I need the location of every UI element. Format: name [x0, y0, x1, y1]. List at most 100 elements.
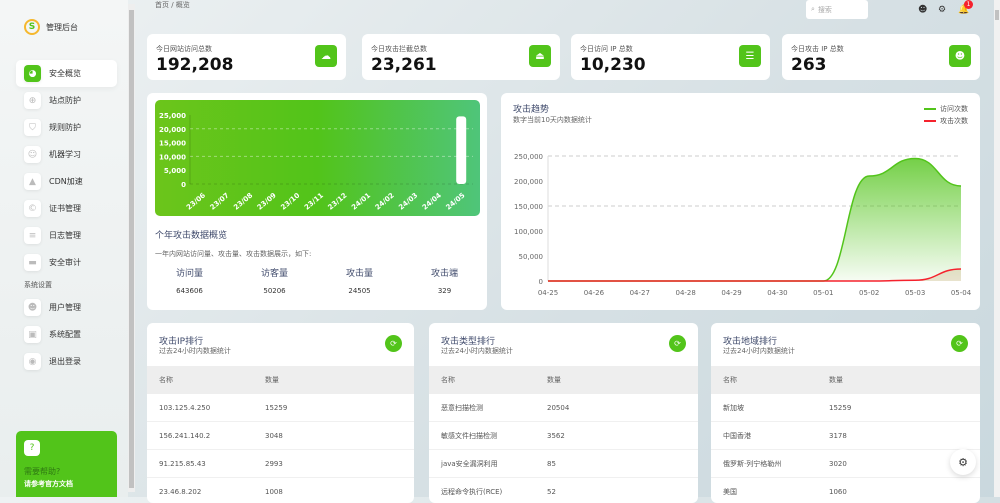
sidebar-nav: ◕ 安全概览 ⊕ 站点防护 ⛉ 规则防护 ☺ 机器学习 ▲ CDN加速 © 证书管理 ≡ 日志管理 ▬ 安全审… — [16, 60, 117, 375]
help-icon: ? — [24, 440, 40, 456]
sidebar-item-label: 日志管理 — [49, 231, 81, 240]
sidebar-item[interactable]: ▲ CDN加速 — [16, 168, 117, 195]
metric-value: 643606 — [176, 287, 203, 295]
sidebar-item[interactable]: ☻ 用户管理 — [16, 294, 117, 321]
stat-card: 今日访问 IP 总数 10,230 ☰ — [571, 34, 770, 80]
x-tick-label: 04-29 — [721, 289, 741, 297]
cloud-icon: ☁ — [315, 45, 337, 67]
sidebar-item[interactable]: ▬ 安全审计 — [16, 249, 117, 276]
x-tick-label: 23/06 — [185, 191, 207, 211]
legend-item[interactable]: 访问次数 — [924, 103, 968, 115]
x-tick-label: 23/07 — [209, 191, 231, 211]
x-tick-label: 04-26 — [584, 289, 605, 297]
gear-icon[interactable]: ⚙ — [938, 5, 947, 15]
legend-label: 访问次数 — [940, 105, 968, 113]
row-count: 15259 — [829, 403, 852, 412]
lock-icon: ⏏ — [529, 45, 551, 67]
table-row: 恶意扫描检测 20504 — [429, 394, 698, 422]
page-scrollbar[interactable] — [994, 0, 1000, 497]
x-tick-label: 05-03 — [905, 289, 925, 297]
rocket-icon: ▲ — [24, 173, 41, 190]
column-header: 数量 — [265, 376, 279, 384]
table-row: 俄罗斯·列宁格勒州 3020 — [711, 450, 980, 478]
legend-item[interactable]: 攻击次数 — [924, 115, 968, 127]
help-card[interactable]: ? 需要帮助? 请参考官方文档 — [16, 431, 117, 497]
sidebar-item[interactable]: ⛉ 规则防护 — [16, 114, 117, 141]
sidebar-item[interactable]: © 证书管理 — [16, 195, 117, 222]
summary-metric: 攻击量 24505 — [317, 266, 402, 295]
logout-icon: ◉ — [24, 353, 41, 370]
y-tick-label: 150,000 — [514, 203, 543, 211]
row-count: 2993 — [265, 459, 283, 468]
row-name: 103.125.4.250 — [159, 403, 211, 412]
bell-icon[interactable]: 🔔 — [958, 5, 970, 15]
sidebar-item[interactable]: ◉ 退出登录 — [16, 348, 117, 375]
row-name: 91.215.85.43 — [159, 459, 206, 468]
y-tick-label: 100,000 — [514, 228, 543, 236]
x-tick-label: 23/08 — [232, 191, 254, 211]
table-row: 156.241.140.2 3048 — [147, 422, 414, 450]
bar — [456, 116, 467, 184]
row-count: 1060 — [829, 487, 847, 496]
search-input[interactable]: ⌕ 搜索 — [806, 0, 868, 19]
sidebar-item-label: 机器学习 — [49, 150, 81, 159]
row-count: 52 — [547, 487, 556, 496]
user-list-icon: ☰ — [739, 45, 761, 67]
database-icon: ≡ — [24, 227, 41, 244]
row-count: 3020 — [829, 459, 847, 468]
table-row: java安全漏洞利用 85 — [429, 450, 698, 478]
help-link[interactable]: 请参考官方文档 — [24, 480, 73, 488]
table-row: 美国 1060 — [711, 478, 980, 503]
row-count: 20504 — [547, 403, 570, 412]
refresh-button[interactable]: ⟳ — [385, 335, 402, 352]
y-tick-label: 5,000 — [164, 167, 186, 175]
row-name: 新加坡 — [723, 403, 744, 412]
sidebar-item-label: 站点防护 — [49, 96, 81, 105]
x-tick-label: 23/11 — [303, 191, 325, 211]
ranking-subtitle: 过去24小时内数据统计 — [723, 347, 795, 355]
trend-card: 攻击趋势 数字当前10天内数据统计 访问次数 攻击次数 0 50,000 100,00… — [501, 93, 980, 310]
summary-subtitle: 一年内网站访问量、攻击量、攻击数据展示，如下: — [155, 250, 312, 258]
settings-icon: ▣ — [24, 326, 41, 343]
stat-card: 今日网站访问总数 192,208 ☁ — [147, 34, 346, 80]
table-row: 103.125.4.250 15259 — [147, 394, 414, 422]
stat-value: 192,208 — [156, 55, 234, 75]
refresh-button[interactable]: ⟳ — [669, 335, 686, 352]
chart-legend: 访问次数攻击次数 — [924, 103, 968, 127]
x-tick-label: 24/05 — [444, 191, 466, 211]
y-tick-label: 25,000 — [159, 112, 186, 120]
ranking-title: 攻击类型排行 — [441, 337, 496, 347]
ranking-title: 攻击IP排行 — [159, 337, 204, 347]
y-tick-label: 10,000 — [159, 153, 186, 161]
sidebar-item[interactable]: ☺ 机器学习 — [16, 141, 117, 168]
sidebar: S 管理后台 ◕ 安全概览 ⊕ 站点防护 ⛉ 规则防护 ☺ 机器学习 ▲ CDN加速 © 证书管理 ≡ 日志… — [0, 0, 128, 497]
sidebar-item[interactable]: ≡ 日志管理 — [16, 222, 117, 249]
sidebar-item-label: 安全概览 — [49, 69, 81, 78]
column-header: 名称 — [723, 376, 737, 384]
summary-metric: 攻击端 329 — [402, 266, 487, 295]
stat-value: 263 — [791, 55, 827, 75]
trend-title: 攻击趋势 — [513, 105, 550, 115]
metric-label: 访问量 — [175, 269, 203, 279]
stat-label: 今日网站访问总数 — [156, 45, 212, 53]
globe-icon: ⊕ — [24, 92, 41, 109]
search-icon: ⌕ — [811, 5, 815, 13]
row-count: 3562 — [547, 431, 565, 440]
refresh-button[interactable]: ⟳ — [951, 335, 968, 352]
sidebar-item-label: 安全审计 — [49, 258, 81, 267]
row-count: 1008 — [265, 487, 283, 496]
sidebar-item[interactable]: ▣ 系统配置 — [16, 321, 117, 348]
x-tick-label: 04-30 — [767, 289, 787, 297]
sidebar-item[interactable]: ⊕ 站点防护 — [16, 87, 117, 114]
logo[interactable]: S 管理后台 — [24, 19, 78, 35]
user-icon[interactable]: ☻ — [918, 5, 928, 15]
table-row: 23.46.8.202 1008 — [147, 478, 414, 503]
column-header: 数量 — [547, 376, 561, 384]
sidebar-scrollbar[interactable] — [128, 4, 135, 492]
sidebar-item[interactable]: ◕ 安全概览 — [16, 60, 117, 87]
settings-fab[interactable]: ⚙ — [950, 449, 976, 475]
user-icon: ☻ — [949, 45, 971, 67]
stat-value: 10,230 — [580, 55, 646, 75]
robot-icon: ☺ — [24, 146, 41, 163]
y-tick-label: 250,000 — [514, 153, 543, 161]
